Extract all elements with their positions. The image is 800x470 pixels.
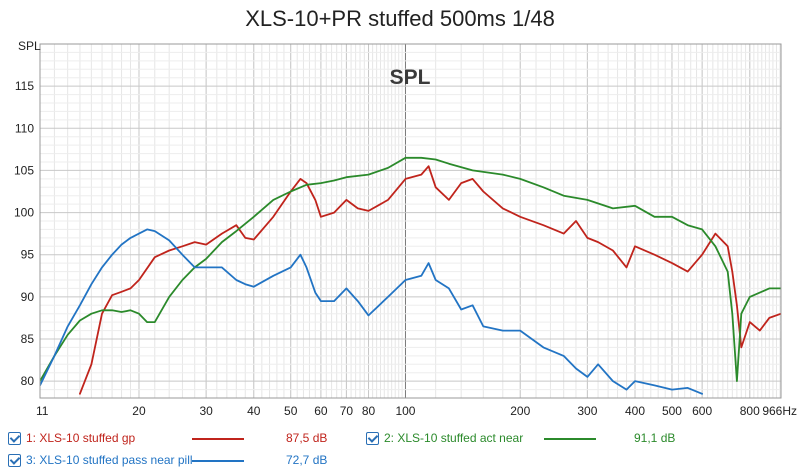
series-layer (40, 156, 781, 395)
x-tick-label: 500 (662, 404, 682, 418)
legend-swatch (192, 438, 244, 440)
y-tick-label: 105 (14, 163, 34, 177)
x-tick-label: 20 (132, 404, 146, 418)
x-tick-label: 400 (625, 404, 645, 418)
y-tick-label: 110 (15, 121, 34, 135)
watermark-label: SPL (390, 66, 431, 89)
series-line-2 (40, 156, 781, 383)
x-axis: 11 20 30 40 50 60 70 80 100 200 300 400 500 600 800 966… (36, 404, 797, 418)
legend-name: 3: XLS-10 stuffed pass near pill (26, 453, 193, 467)
series-3-checkbox[interactable] (8, 454, 21, 467)
legend-value: 87,5 dB (286, 431, 328, 445)
y-tick-label: 115 (15, 79, 34, 93)
series-2-checkbox[interactable] (366, 432, 379, 445)
series-line-1 (79, 165, 781, 395)
plot-area: SPL 80 85 90 95 100 105 110 115 11 20 30 40 50 60 70 8… (14, 39, 797, 418)
series-line-3 (40, 228, 703, 395)
x-tick-label: 600 (692, 404, 712, 418)
x-tick-label: 100 (395, 404, 415, 418)
x-tick-label: 80 (362, 404, 376, 418)
y-tick-label: 95 (21, 248, 35, 262)
x-tick-label: 966Hz (762, 404, 797, 418)
x-tick-label: 30 (199, 404, 213, 418)
plot-frame (39, 43, 782, 399)
legend-swatch (192, 460, 244, 462)
legend-name: 1: XLS-10 stuffed gp (26, 431, 136, 445)
y-tick-label: 90 (21, 290, 35, 304)
y-tick-label: 85 (21, 332, 35, 346)
x-tick-label: 11 (36, 404, 49, 418)
x-tick-label: 70 (340, 404, 354, 418)
x-tick-label: 200 (510, 404, 530, 418)
legend-value: 91,1 dB (634, 431, 676, 445)
x-tick-label: 300 (577, 404, 597, 418)
y-tick-label: 100 (14, 206, 34, 220)
y-axis: 80 85 90 95 100 105 110 115 (14, 79, 34, 388)
legend-name: 2: XLS-10 stuffed act near (384, 431, 524, 445)
legend-value: 72,7 dB (286, 453, 328, 467)
chart-title: XLS-10+PR stuffed 500ms 1/48 (245, 6, 555, 31)
series-1-checkbox[interactable] (8, 432, 21, 445)
legend: 1: XLS-10 stuffed gp 87,5 dB 2: XLS-10 s… (0, 426, 800, 470)
x-tick-label: 800 (740, 404, 760, 418)
x-tick-label: 60 (314, 404, 328, 418)
grid (39, 43, 782, 399)
x-tick-label: 40 (247, 404, 261, 418)
y-tick-label: 80 (21, 374, 35, 388)
y-axis-label: SPL (18, 39, 41, 53)
x-tick-label: 50 (284, 404, 298, 418)
legend-swatch (544, 438, 596, 440)
